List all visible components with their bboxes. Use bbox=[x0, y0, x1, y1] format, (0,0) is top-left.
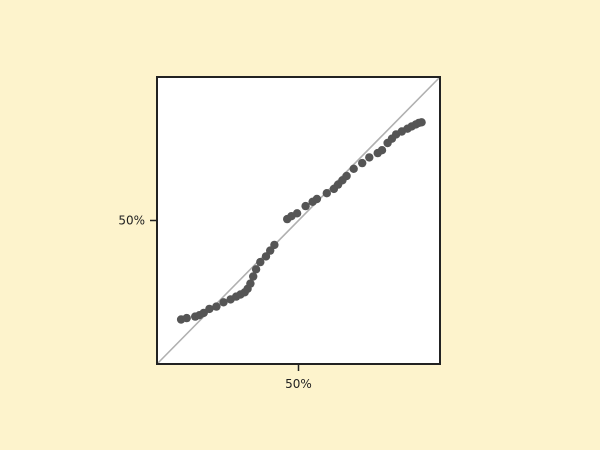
data-point bbox=[249, 272, 258, 281]
data-point bbox=[358, 158, 367, 168]
y-tick-label: 50% bbox=[118, 214, 145, 228]
data-point bbox=[270, 240, 279, 250]
data-point bbox=[322, 189, 331, 198]
data-point bbox=[256, 257, 265, 267]
data-point bbox=[205, 304, 214, 314]
data-point bbox=[292, 209, 302, 218]
data-point bbox=[246, 279, 255, 288]
data-points bbox=[176, 118, 426, 324]
data-point bbox=[251, 265, 261, 274]
y-axis-ticks: 50% bbox=[118, 214, 157, 228]
data-point bbox=[342, 171, 351, 181]
data-point bbox=[261, 252, 271, 261]
data-point bbox=[365, 153, 374, 162]
data-point bbox=[349, 164, 358, 173]
data-point bbox=[301, 201, 310, 211]
data-point bbox=[377, 146, 387, 155]
data-point bbox=[212, 302, 221, 311]
x-axis-ticks: 50% bbox=[285, 364, 312, 391]
data-point bbox=[312, 194, 322, 204]
data-point bbox=[417, 118, 426, 127]
data-point bbox=[182, 313, 191, 323]
data-point bbox=[219, 298, 228, 307]
x-tick-label: 50% bbox=[285, 377, 312, 391]
